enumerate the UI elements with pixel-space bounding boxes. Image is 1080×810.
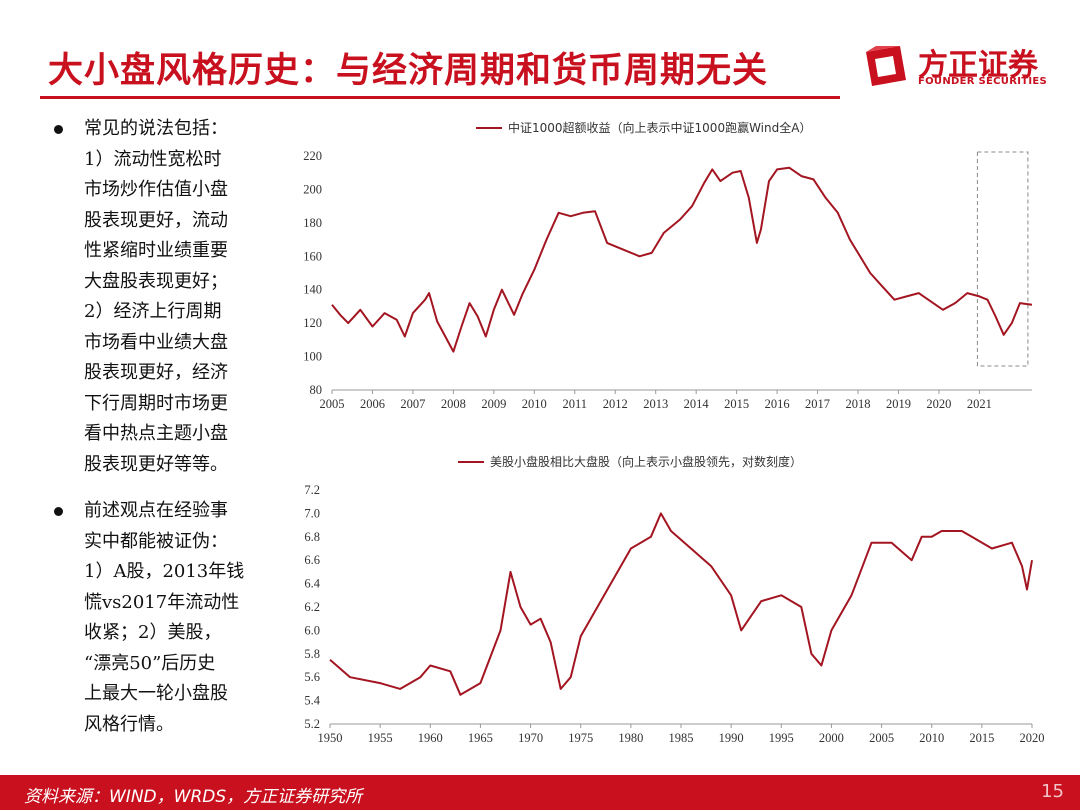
y-tick-label: 6.0 (304, 623, 320, 637)
x-tick-label: 1955 (368, 731, 393, 745)
chart-us-smallcap-svg: 美股小盘股相比大盘股（向上表示小盘股领先，对数刻度） 5.2 5.4 5.6 5.8 6.… (304, 454, 1045, 745)
x-tick-label: 2012 (603, 397, 628, 411)
y-tick-label: 80 (310, 383, 323, 397)
x-tick-label: 2019 (886, 397, 911, 411)
chart-csi1000-excess: 中证1000超额收益（向上表示中证1000跑赢Wind全A） 80 100 120 14… (280, 112, 1060, 424)
y-tick-label: 160 (303, 249, 322, 263)
y-tick-label: 220 (303, 149, 322, 163)
y-tick-label: 100 (303, 350, 322, 364)
bullet-line: 股表现更好，经济 (84, 362, 228, 383)
company-logo: 方正证券 FOUNDER SECURITIES (862, 40, 1052, 92)
y-tick-label: 120 (303, 316, 322, 330)
x-tick-label: 1980 (618, 731, 643, 745)
legend-label: 中证1000超额收益（向上表示中证1000跑赢Wind全A） (508, 120, 811, 135)
title-underline (40, 96, 840, 99)
source-note: 资料来源：WIND，WRDS，方正证券研究所 (24, 787, 363, 807)
x-tick-label: 2015 (724, 397, 749, 411)
x-tick-label: 1975 (568, 731, 593, 745)
bullet-line: 前述观点在经验事 (84, 500, 228, 521)
bullet-line: 慌vs2017年流动性 (84, 591, 240, 613)
chart-csi1000-svg: 中证1000超额收益（向上表示中证1000跑赢Wind全A） 80 100 120 14… (303, 120, 1033, 411)
y-tick-label: 180 (303, 216, 322, 230)
y-tick-label: 140 (303, 283, 322, 297)
slide-footer: 资料来源：WIND，WRDS，方正证券研究所 15 (0, 775, 1080, 810)
x-tick-label: 1965 (468, 731, 493, 745)
founder-logo-icon (866, 46, 906, 86)
highlight-box (976, 151, 1029, 367)
x-tick-label: 1970 (518, 731, 543, 745)
x-tick-label: 2007 (400, 397, 425, 411)
x-tick-label: 2005 (320, 397, 345, 411)
x-tick-label: 2010 (919, 731, 944, 745)
x-tick-label: 2000 (819, 731, 844, 745)
x-tick-label: 1985 (669, 731, 694, 745)
bullet-common-views: 常见的说法包括： 1）流动性宽松时 市场炒作估值小盘 股表现更好，流动 性紧缩时… (48, 114, 268, 480)
bullet-dot-icon (54, 507, 63, 516)
bullet-evidence: 前述观点在经验事 实中都能被证伪： 1）A股，2013年钱 慌vs2017年流动… (48, 496, 268, 740)
bullet-line: 下行周期时市场更 (84, 392, 228, 414)
x-tick-label: 2017 (805, 397, 830, 411)
bullet-line: 实中都能被证伪： (84, 530, 228, 552)
y-tick-label: 5.6 (304, 670, 320, 684)
bullet-line: 常见的说法包括： (84, 118, 228, 139)
chart-legend: 中证1000超额收益（向上表示中证1000跑赢Wind全A） (476, 120, 811, 135)
x-tick-label: 2010 (522, 397, 547, 411)
x-tick-label: 2016 (765, 397, 790, 411)
bullet-line: 股表现更好，流动 (84, 209, 228, 231)
y-tick-label: 5.2 (304, 717, 320, 731)
y-tick-label: 200 (303, 182, 322, 196)
logo-text-en: FOUNDER SECURITIES (918, 76, 1048, 87)
y-tick-label: 6.6 (304, 553, 320, 567)
series-line (331, 166, 1033, 353)
bullet-dot-icon (54, 125, 63, 134)
x-tick-label: 2005 (869, 731, 894, 745)
bullet-line: 大盘股表现更好； (84, 270, 228, 292)
bullet-line: 收紧；2）美股， (84, 622, 222, 643)
bullet-line: 股表现更好等等。 (84, 453, 228, 475)
x-tick-label: 2020 (1020, 731, 1045, 745)
bullet-line: 1）A股，2013年钱 (84, 561, 245, 582)
bullet-line: “漂亮50”后历史 (84, 652, 216, 674)
y-tick-label: 6.2 (304, 600, 320, 614)
logo-text-cn: 方正证券 (918, 48, 1038, 83)
x-tick-label: 2020 (926, 397, 951, 411)
x-tick-label: 2006 (360, 397, 385, 411)
page-number: 15 (1041, 781, 1064, 802)
legend-label: 美股小盘股相比大盘股（向上表示小盘股领先，对数刻度） (490, 454, 802, 469)
x-tick-label: 2018 (846, 397, 871, 411)
bullet-line: 2）经济上行周期 (84, 301, 222, 322)
x-tick-label: 1995 (769, 731, 794, 745)
bullet-line: 市场炒作估值小盘 (84, 179, 228, 200)
bullet-line: 1）流动性宽松时 (84, 148, 222, 170)
bullet-line: 看中热点主题小盘 (84, 423, 228, 444)
x-tick-label: 1950 (318, 731, 343, 745)
x-tick-label: 2014 (684, 397, 710, 411)
y-tick-label: 7.0 (304, 506, 320, 520)
x-tick-label: 2009 (481, 397, 506, 411)
slide-header: 大小盘风格历史：与经济周期和货币周期无关 方正证券 FOUNDER SECURI… (0, 0, 1080, 104)
x-tick-label: 2013 (643, 397, 668, 411)
y-tick-label: 5.8 (304, 647, 320, 661)
chart-legend: 美股小盘股相比大盘股（向上表示小盘股领先，对数刻度） (458, 454, 802, 469)
bullet-line: 上最大一轮小盘股 (84, 683, 228, 704)
x-tick-label: 1990 (719, 731, 744, 745)
y-tick-label: 5.4 (304, 694, 320, 708)
page-title: 大小盘风格历史：与经济周期和货币周期无关 (48, 51, 769, 91)
bullet-line: 市场看中业绩大盘 (84, 331, 228, 353)
y-tick-label: 6.4 (304, 577, 320, 591)
x-tick-label: 2015 (969, 731, 994, 745)
x-tick-label: 2011 (563, 397, 588, 411)
y-tick-label: 7.2 (304, 483, 320, 497)
bullet-list: 常见的说法包括： 1）流动性宽松时 市场炒作估值小盘 股表现更好，流动 性紧缩时… (48, 114, 268, 756)
bullet-line: 性紧缩时业绩重要 (84, 240, 228, 261)
x-tick-label: 2008 (441, 397, 466, 411)
x-tick-label: 1960 (418, 731, 443, 745)
x-tick-label: 2021 (967, 397, 992, 411)
series-line (329, 512, 1033, 696)
y-tick-label: 6.8 (304, 530, 320, 544)
chart-us-small-vs-large: 美股小盘股相比大盘股（向上表示小盘股领先，对数刻度） 5.2 5.4 5.6 5.8 6.… (280, 446, 1060, 756)
bullet-line: 风格行情。 (84, 713, 174, 735)
